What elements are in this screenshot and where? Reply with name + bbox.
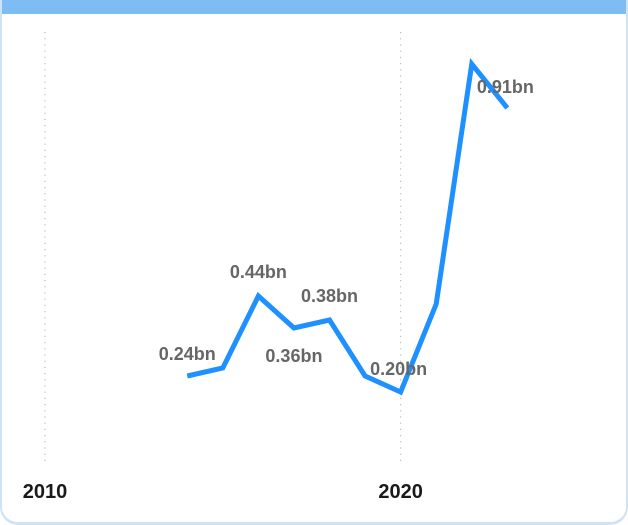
header-accent-bar (2, 0, 626, 14)
x-tick-label-2020: 2020 (378, 481, 423, 503)
data-label-2020: 0.20bn (370, 359, 427, 379)
series-layer (186, 57, 510, 396)
data-label-2023: 0.91bn (477, 77, 534, 97)
x-tick-label-2010: 2010 (23, 481, 68, 503)
series-line (186, 57, 510, 396)
data-label-2014: 0.24bn (159, 344, 216, 364)
x-axis-ticks: 2010 2020 (23, 481, 423, 503)
data-label-2017: 0.36bn (265, 346, 322, 366)
data-labels: 0.24bn 0.44bn 0.36bn 0.38bn 0.20bn 0.91bn (159, 77, 534, 379)
data-label-2016: 0.44bn (230, 262, 287, 282)
gridlines (44, 32, 402, 464)
data-label-2018: 0.38bn (301, 286, 358, 306)
